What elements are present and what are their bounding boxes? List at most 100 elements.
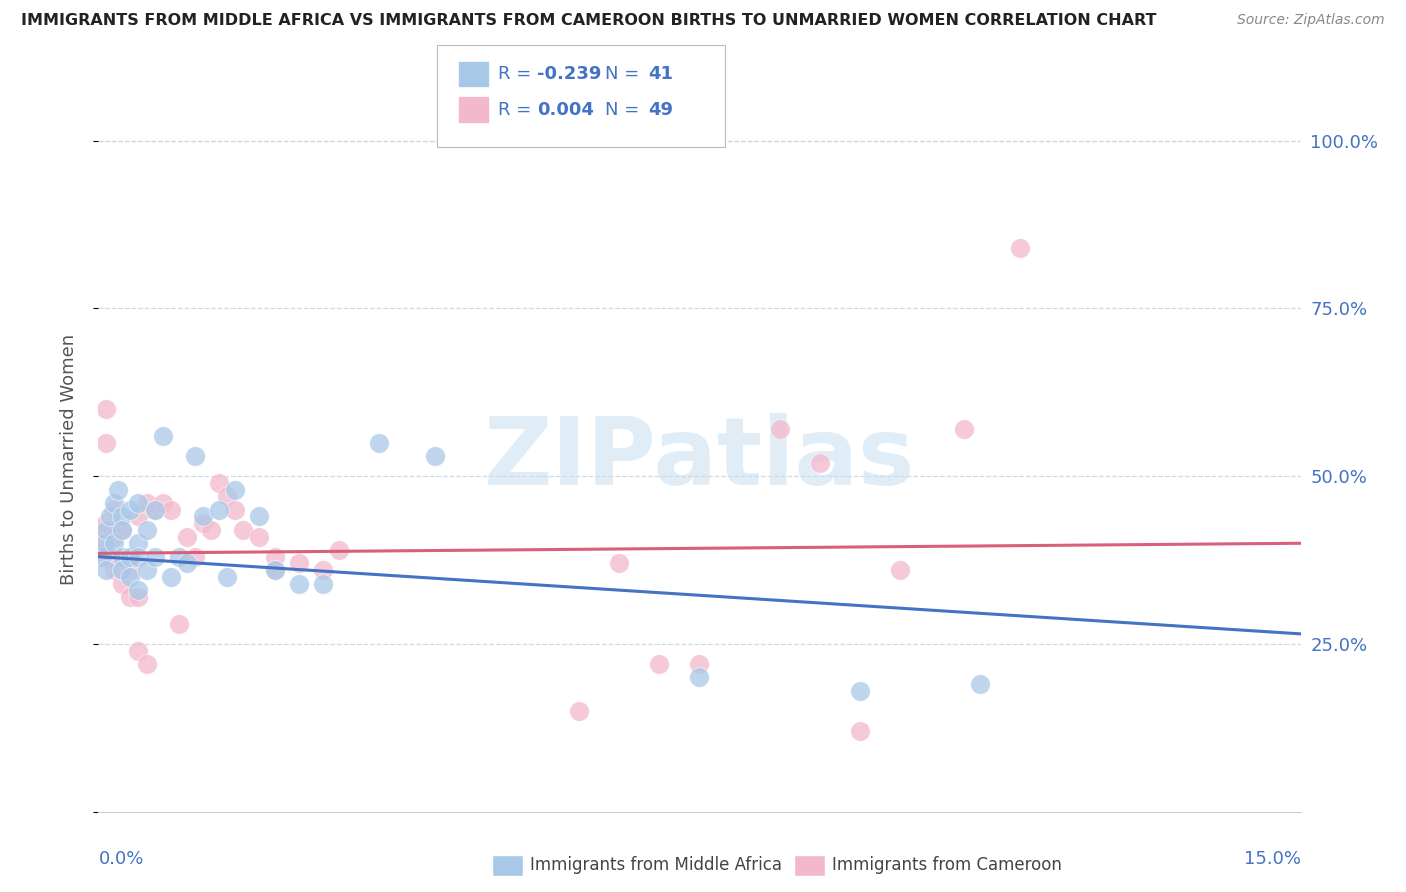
Point (96, 563, 118, 577)
Point (176, 530, 198, 544)
Point (143, 502, 166, 516)
Point (96, 516, 118, 530)
Point (159, 502, 181, 516)
Text: Immigrants from Cameroon: Immigrants from Cameroon (832, 856, 1062, 874)
Point (849, 684, 872, 698)
Point (969, 677, 991, 691)
Point (208, 475, 231, 490)
Point (120, 570, 142, 584)
Point (128, 496, 150, 510)
Text: N =: N = (605, 101, 644, 119)
Point (167, 549, 190, 564)
Text: 41: 41 (648, 65, 673, 83)
Point (183, 449, 205, 463)
Point (247, 509, 270, 524)
Point (312, 576, 335, 591)
Point (90, 523, 112, 537)
Point (111, 549, 134, 564)
Point (176, 557, 198, 571)
Point (128, 590, 150, 604)
Point (1010, 241, 1032, 255)
Point (120, 563, 142, 577)
Text: 0.0%: 0.0% (98, 850, 143, 869)
Point (128, 583, 150, 598)
Text: 49: 49 (648, 101, 673, 119)
Point (120, 502, 142, 516)
Point (648, 657, 671, 671)
Point (849, 724, 872, 739)
Point (143, 502, 166, 516)
Point (96, 402, 118, 417)
Point (91, 549, 114, 564)
Point (103, 563, 125, 577)
Point (423, 449, 446, 463)
Point (312, 563, 335, 577)
Point (96, 523, 118, 537)
Y-axis label: Births to Unmarried Women: Births to Unmarried Women (59, 334, 77, 585)
Point (808, 456, 831, 470)
Point (215, 570, 238, 584)
Point (96, 435, 118, 450)
Text: Immigrants from Middle Africa: Immigrants from Middle Africa (530, 856, 782, 874)
Point (111, 523, 134, 537)
Point (111, 509, 134, 524)
Point (103, 536, 125, 550)
Text: Source: ZipAtlas.com: Source: ZipAtlas.com (1237, 13, 1385, 28)
Point (159, 570, 181, 584)
Point (135, 496, 157, 510)
Point (247, 530, 270, 544)
Point (94, 536, 117, 550)
Point (288, 557, 311, 571)
Point (135, 523, 157, 537)
Point (568, 704, 591, 718)
Point (288, 576, 311, 591)
Point (120, 590, 142, 604)
Point (135, 657, 157, 671)
Point (689, 671, 711, 685)
Point (232, 523, 254, 537)
Point (368, 435, 391, 450)
Text: R =: R = (498, 101, 537, 119)
Point (953, 422, 976, 436)
Point (769, 422, 792, 436)
Point (152, 429, 174, 443)
Point (224, 483, 246, 497)
Point (183, 549, 205, 564)
Point (143, 549, 166, 564)
Point (263, 563, 285, 577)
Point (152, 496, 174, 510)
Point (191, 516, 214, 530)
Point (103, 502, 125, 516)
Point (94, 549, 117, 564)
Point (111, 523, 134, 537)
Point (111, 563, 134, 577)
Point (200, 523, 222, 537)
Point (128, 549, 150, 564)
Point (191, 509, 214, 524)
Text: N =: N = (605, 65, 644, 83)
Point (328, 543, 350, 558)
Point (128, 643, 150, 657)
Point (128, 536, 150, 550)
Point (100, 549, 122, 564)
Point (167, 616, 190, 631)
Point (689, 657, 711, 671)
Point (111, 576, 134, 591)
Text: -0.239: -0.239 (537, 65, 602, 83)
Text: IMMIGRANTS FROM MIDDLE AFRICA VS IMMIGRANTS FROM CAMEROON BIRTHS TO UNMARRIED WO: IMMIGRANTS FROM MIDDLE AFRICA VS IMMIGRA… (21, 13, 1157, 29)
Point (135, 563, 157, 577)
Point (224, 502, 246, 516)
Point (103, 496, 125, 510)
Point (91, 536, 114, 550)
Point (208, 502, 231, 516)
Point (100, 509, 122, 524)
Text: ZIPatlas: ZIPatlas (484, 413, 915, 506)
Point (107, 483, 129, 497)
Point (215, 489, 238, 503)
Point (263, 563, 285, 577)
Point (609, 557, 631, 571)
Point (128, 509, 150, 524)
Point (120, 549, 142, 564)
Point (120, 549, 142, 564)
Text: R =: R = (498, 65, 537, 83)
